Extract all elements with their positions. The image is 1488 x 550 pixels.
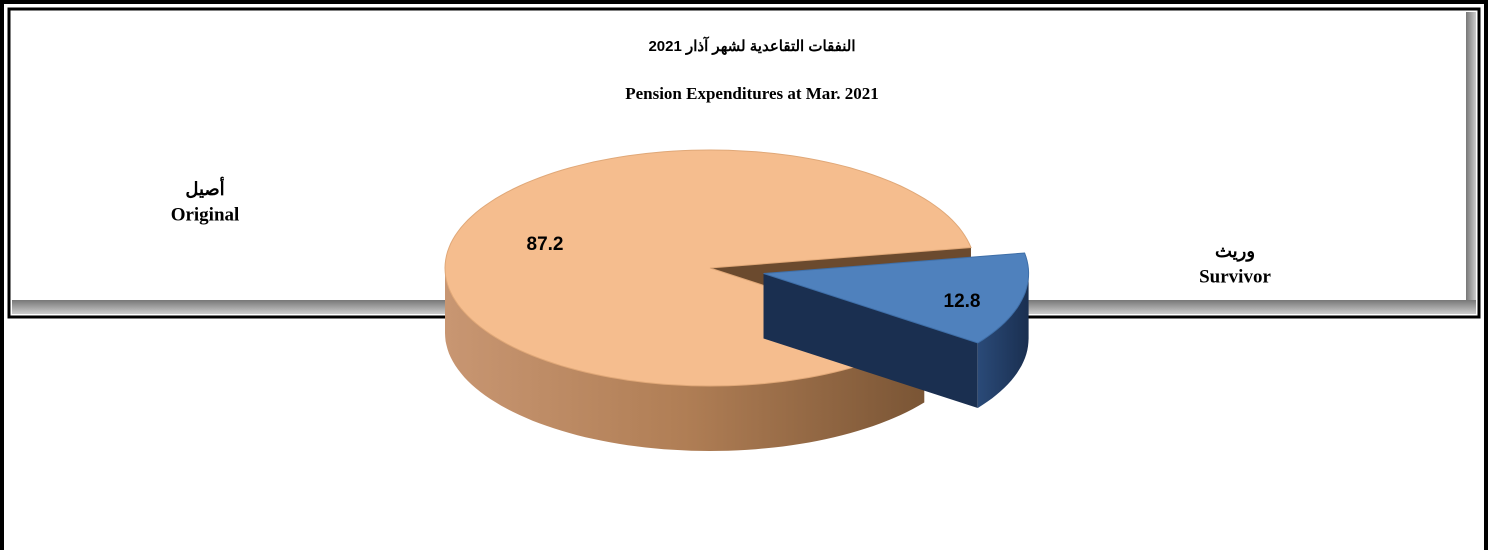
category-label-arabic: أصيل [185,177,224,199]
pie [444,149,1030,451]
value-label: 87.2 [527,234,564,255]
slice [763,252,1030,409]
category-label-arabic: وريث [1215,241,1255,262]
category-label: Survivor [1199,266,1271,287]
chart-title: النفقات التقاعدية لشهر آذار 2021 [648,36,855,55]
slice-wall [445,268,925,451]
slice-wall [977,273,1029,408]
chart-subtitle: Pension Expenditures at Mar. 2021 [625,84,879,103]
slice-side-face [763,273,978,409]
frame-shadow [1466,12,1476,314]
category-label: Original [171,204,240,225]
slice-top [763,252,1030,344]
value-label: 12.8 [944,291,981,312]
